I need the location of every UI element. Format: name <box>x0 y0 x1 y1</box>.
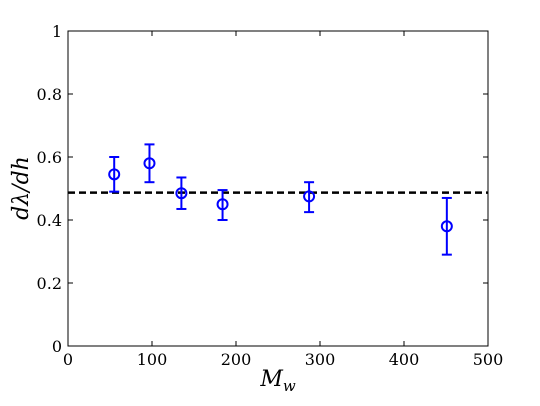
plot-area <box>67 30 489 347</box>
x-tick-label: 300 <box>305 350 336 369</box>
ticks: 0 100 200 300 400 500 0 0.2 0.4 0.6 0.8 1 <box>37 22 504 369</box>
x-tick-label: 200 <box>221 350 252 369</box>
data-point <box>175 176 188 210</box>
data-marker <box>440 220 453 233</box>
y-tick-label: 0.4 <box>37 211 62 230</box>
data-marker <box>108 168 121 181</box>
data-marker <box>143 157 156 170</box>
x-tick-label: 100 <box>137 350 168 369</box>
x-tick-label: 400 <box>389 350 420 369</box>
data-points <box>108 143 453 256</box>
y-axis-label: dλ/dh <box>9 156 34 220</box>
data-marker <box>175 187 188 200</box>
data-point <box>108 156 121 193</box>
y-tick-label: 1 <box>52 22 62 41</box>
x-tick-label: 0 <box>63 350 73 369</box>
data-point <box>143 143 156 184</box>
data-point <box>216 189 229 221</box>
y-tick-label: 0.8 <box>37 85 62 104</box>
data-marker <box>303 190 316 203</box>
x-tick-label: 500 <box>473 350 504 369</box>
y-tick-label: 0.6 <box>37 148 62 167</box>
data-point <box>440 196 453 256</box>
y-tick-label: 0 <box>52 337 62 356</box>
x-axis-label: Mw <box>259 367 296 395</box>
data-marker <box>216 198 229 211</box>
data-point <box>303 181 316 214</box>
y-tick-label: 0.2 <box>37 274 62 293</box>
